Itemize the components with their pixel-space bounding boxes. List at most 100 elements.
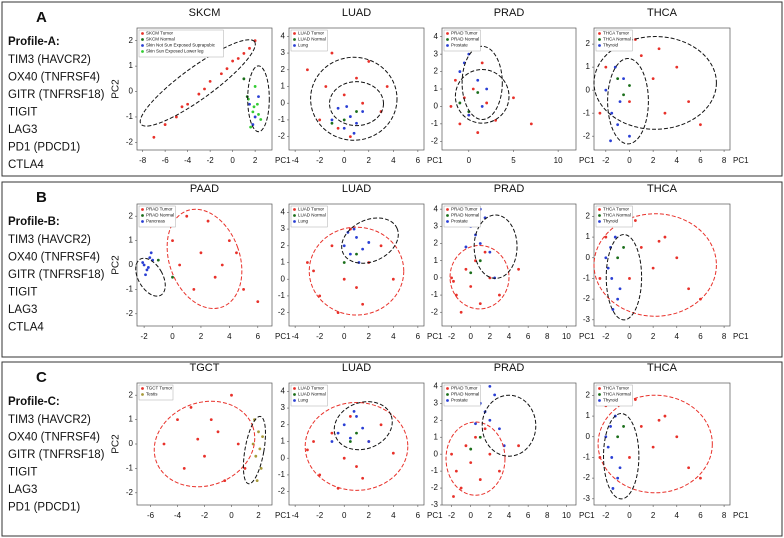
point bbox=[312, 269, 315, 273]
x-tick-label: 0 bbox=[627, 511, 632, 520]
y-tick-label: -1 bbox=[583, 274, 591, 283]
legend-label: THCA Tumor bbox=[603, 31, 630, 36]
point bbox=[253, 115, 257, 119]
x-tick-label: 2 bbox=[488, 332, 493, 341]
point bbox=[687, 287, 691, 291]
point bbox=[330, 121, 334, 125]
point bbox=[498, 427, 501, 431]
legend-swatch bbox=[293, 387, 296, 390]
y-tick-label: -2 bbox=[431, 307, 439, 316]
legend-box bbox=[443, 205, 481, 228]
x-tick-label: 2 bbox=[367, 511, 372, 520]
legend-swatch bbox=[598, 399, 601, 402]
legend-swatch bbox=[446, 38, 449, 41]
gene-label: LAG3 bbox=[8, 304, 37, 316]
x-tick-label: 2 bbox=[253, 156, 258, 165]
point bbox=[220, 263, 224, 267]
y-tick-label: -2 bbox=[583, 473, 591, 482]
point bbox=[458, 122, 462, 126]
point bbox=[355, 286, 358, 289]
y-tick-label: 1 bbox=[586, 411, 591, 420]
x-axis-label: PC1 bbox=[733, 156, 749, 165]
x-tick-label: 0 bbox=[627, 332, 632, 341]
point bbox=[628, 277, 631, 280]
point bbox=[342, 118, 346, 122]
gene-label: LAG3 bbox=[8, 124, 37, 136]
point bbox=[361, 302, 365, 306]
x-tick-label: 8 bbox=[722, 156, 727, 165]
point bbox=[616, 297, 620, 301]
point bbox=[361, 476, 365, 480]
point bbox=[352, 227, 356, 231]
point bbox=[236, 57, 240, 60]
point bbox=[476, 78, 480, 82]
legend-label: THCA Tumor bbox=[603, 386, 630, 391]
x-axis-label: PC1 bbox=[579, 511, 595, 520]
point bbox=[459, 486, 463, 490]
x-tick-label: -2 bbox=[602, 156, 610, 165]
y-tick-label: 2 bbox=[586, 212, 591, 221]
legend-swatch bbox=[141, 393, 144, 396]
point bbox=[616, 77, 620, 81]
x-tick-label: 8 bbox=[545, 511, 550, 520]
y-tick-label: 0 bbox=[281, 98, 286, 107]
x-tick-label: 0 bbox=[229, 511, 234, 520]
legend-label: PRAD Tumor bbox=[146, 207, 173, 212]
point bbox=[219, 72, 223, 76]
legend-box bbox=[138, 384, 174, 401]
x-tick-label: 4 bbox=[391, 511, 396, 520]
point bbox=[464, 245, 468, 249]
point bbox=[142, 263, 146, 267]
gene-label: PD1 (PDCD1) bbox=[8, 502, 80, 514]
legend-swatch bbox=[446, 220, 449, 223]
gene-label: TIM3 (HAVCR2) bbox=[8, 54, 91, 66]
point bbox=[185, 214, 189, 218]
x-tick-label: 4 bbox=[391, 332, 396, 341]
y-tick-label: -1 bbox=[126, 285, 134, 294]
legend-swatch bbox=[446, 387, 449, 390]
y-tick-label: 2 bbox=[281, 420, 286, 429]
point bbox=[348, 440, 352, 443]
point bbox=[485, 87, 489, 91]
point bbox=[242, 288, 245, 291]
x-tick-label: -8 bbox=[139, 156, 147, 165]
point bbox=[257, 430, 260, 434]
point bbox=[493, 393, 497, 397]
point bbox=[355, 252, 358, 256]
point bbox=[610, 277, 614, 280]
legend-swatch bbox=[446, 393, 449, 396]
point bbox=[248, 102, 251, 106]
point bbox=[145, 268, 149, 272]
y-tick-label: 1 bbox=[434, 432, 439, 441]
point bbox=[469, 285, 473, 288]
chart-title: PAAD bbox=[190, 183, 219, 195]
chart-title: THCA bbox=[647, 183, 678, 195]
point bbox=[687, 466, 691, 470]
point bbox=[469, 271, 473, 275]
legend-label: Pancreas bbox=[146, 219, 166, 224]
point bbox=[529, 122, 533, 126]
point bbox=[606, 445, 610, 449]
point bbox=[622, 93, 625, 97]
point bbox=[622, 246, 625, 249]
x-tick-label: 6 bbox=[526, 332, 531, 341]
point bbox=[348, 252, 352, 256]
point bbox=[598, 277, 602, 280]
point bbox=[488, 384, 492, 388]
point bbox=[324, 85, 328, 88]
legend-label: LUAD Tumor bbox=[298, 386, 325, 391]
point bbox=[663, 111, 667, 115]
y-axis-label: PC2 bbox=[111, 255, 122, 275]
point bbox=[488, 250, 492, 254]
legend-label: Thyroid bbox=[603, 219, 619, 224]
y-tick-label: -1 bbox=[431, 119, 439, 128]
chart-title: PRAD bbox=[494, 362, 525, 374]
y-tick-label: 2 bbox=[129, 390, 134, 399]
legend-swatch bbox=[293, 393, 296, 396]
y-tick-label: 2 bbox=[586, 391, 591, 400]
point bbox=[613, 235, 617, 239]
gene-label: OX40 (TNFRSF4) bbox=[8, 432, 100, 444]
y-tick-label: 2 bbox=[281, 65, 286, 74]
x-tick-label: 0 bbox=[468, 332, 473, 341]
point bbox=[257, 113, 260, 116]
